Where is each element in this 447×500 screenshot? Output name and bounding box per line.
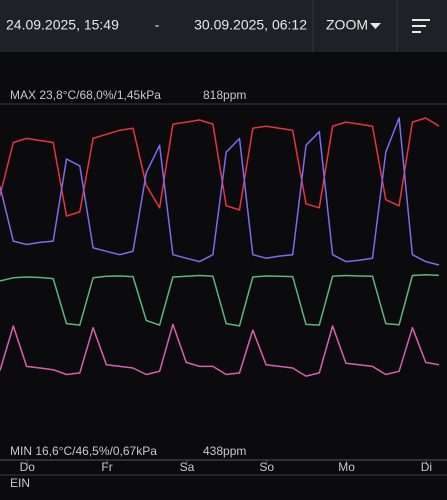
series-line xyxy=(0,273,440,327)
series-line xyxy=(0,117,440,266)
x-tick-label: Do xyxy=(20,460,36,474)
toolbar xyxy=(0,0,447,52)
x-tick-label: Fr xyxy=(101,460,112,474)
zoom-dropdown-icon[interactable] xyxy=(370,23,381,29)
x-tick-label: So xyxy=(259,460,274,474)
max-label: MAX 23,8°C/68,0%/1,45kPa xyxy=(10,88,161,102)
toggle[interactable]: EIN xyxy=(10,476,30,490)
end-date[interactable]: 30.09.2025, 06:12 xyxy=(194,17,307,33)
series-line xyxy=(0,117,440,217)
max-co2: 818ppm xyxy=(203,88,246,102)
series-line xyxy=(0,323,440,377)
start-date[interactable]: 24.09.2025, 15:49 xyxy=(6,17,119,33)
min-label: MIN 16,6°C/46,5%/0,67kPa xyxy=(10,444,157,458)
min-co2: 438ppm xyxy=(203,444,246,458)
x-tick-label: Mo xyxy=(338,460,355,474)
menu-icon[interactable] xyxy=(412,19,430,33)
x-tick-label: Sa xyxy=(180,460,195,474)
date-separator: - xyxy=(155,17,160,33)
zoom-button[interactable]: ZOOM xyxy=(326,17,368,33)
x-tick-label: Di xyxy=(421,460,432,474)
